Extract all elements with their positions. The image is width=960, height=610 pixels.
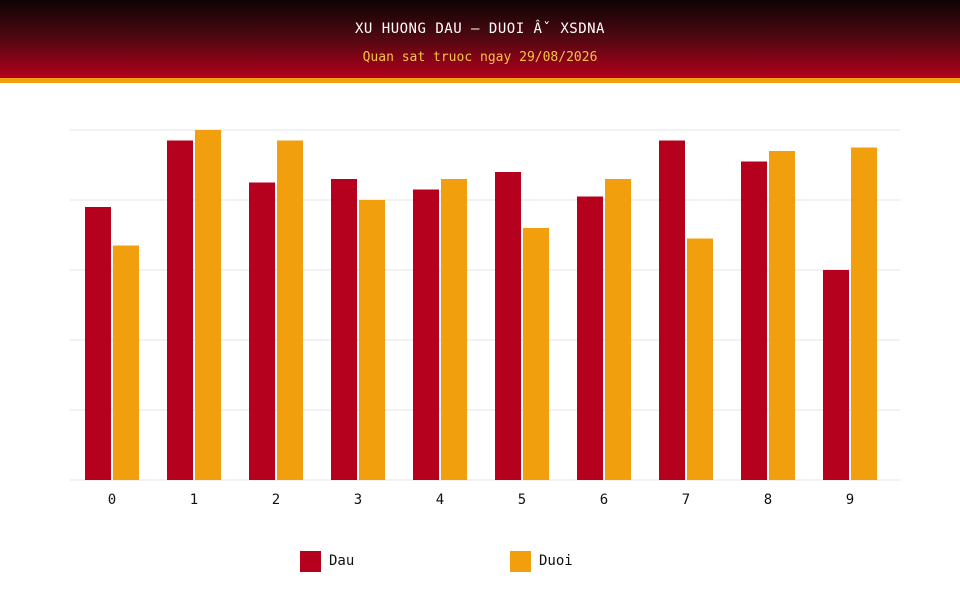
bar-dau-1[interactable]: [167, 140, 193, 481]
bar-duoi-0[interactable]: [113, 245, 139, 481]
header-stripe: [0, 78, 960, 83]
x-tick-label: 3: [354, 492, 362, 508]
x-tick-label: 0: [108, 492, 116, 508]
legend-item-duoi[interactable]: Duoi: [510, 550, 573, 572]
bar-duoi-5[interactable]: [523, 228, 549, 480]
bar-dau-0[interactable]: [85, 207, 111, 480]
bar-duoi-9[interactable]: [851, 147, 877, 481]
bar-dau-8[interactable]: [741, 161, 767, 481]
bar-dau-3[interactable]: [331, 179, 357, 480]
legend-swatch-duoi: [510, 550, 531, 572]
x-tick-label: 2: [272, 492, 280, 508]
legend-label-dau: Dau: [329, 553, 355, 569]
chart-title: XU HUONG DAU – DUOI Âˇ XSDNA: [354, 21, 605, 37]
legend-swatch-dau: [300, 550, 321, 572]
x-tick-labels: 0 1 2 3 4 5 6 7 8 9: [108, 492, 854, 508]
header-banner: [0, 0, 960, 78]
bar-dau-2[interactable]: [249, 182, 275, 481]
x-tick-label: 4: [436, 492, 444, 508]
bar-duoi-7[interactable]: [687, 238, 713, 481]
x-tick-label: 7: [682, 492, 690, 508]
x-tick-label: 9: [846, 492, 854, 508]
x-tick-label: 6: [600, 492, 608, 508]
bar-dau-5[interactable]: [495, 172, 521, 480]
x-tick-label: 1: [190, 492, 198, 508]
legend-item-dau[interactable]: Dau: [300, 550, 354, 572]
bar-duoi-6[interactable]: [605, 179, 631, 480]
bar-duoi-3[interactable]: [359, 200, 385, 480]
bar-dau-6[interactable]: [577, 196, 603, 481]
bar-duoi-2[interactable]: [277, 140, 303, 481]
bar-duoi-8[interactable]: [769, 151, 795, 480]
bar-layer: [85, 130, 877, 480]
legend-label-duoi: Duoi: [539, 553, 573, 569]
bar-duoi-4[interactable]: [441, 179, 467, 480]
x-tick-label: 5: [518, 492, 526, 508]
chart-subtitle: Quan sat truoc ngay 29/08/2026: [362, 50, 598, 65]
x-tick-label: 8: [764, 492, 772, 508]
bar-dau-4[interactable]: [413, 189, 439, 481]
bar-dau-7[interactable]: [659, 140, 685, 481]
bar-duoi-1[interactable]: [195, 130, 221, 480]
bar-dau-9[interactable]: [823, 270, 849, 480]
